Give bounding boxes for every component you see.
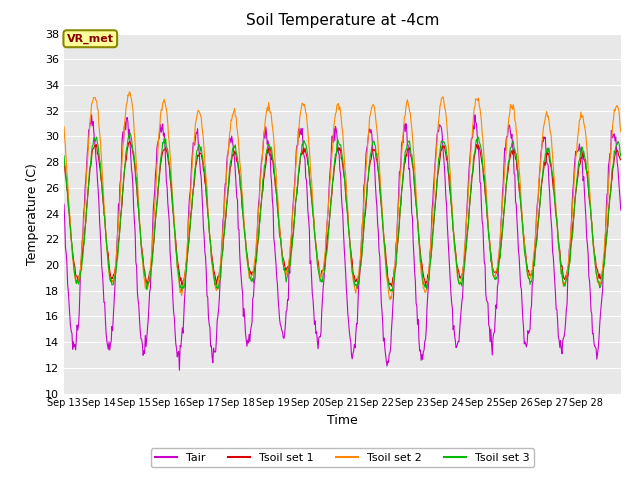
Tsoil set 2 <box>617 129 625 135</box>
Tair <box>126 139 134 145</box>
Tair <box>175 367 183 373</box>
Tsoil set 1 <box>228 152 236 157</box>
Tsoil set 1 <box>277 240 285 246</box>
Tair <box>60 201 68 207</box>
Tsoil set 1 <box>126 139 134 145</box>
Tsoil set 2 <box>277 238 285 244</box>
Tsoil set 1 <box>617 157 625 163</box>
Legend: Tair, Tsoil set 1, Tsoil set 2, Tsoil set 3: Tair, Tsoil set 1, Tsoil set 2, Tsoil se… <box>150 448 534 467</box>
Tsoil set 3 <box>125 134 133 140</box>
Tsoil set 2 <box>433 147 440 153</box>
Tsoil set 3 <box>433 186 440 192</box>
Tsoil set 2 <box>228 112 236 118</box>
Tsoil set 1 <box>433 190 440 196</box>
X-axis label: Time: Time <box>327 414 358 427</box>
Tsoil set 1 <box>401 160 409 166</box>
Tsoil set 1 <box>388 283 396 289</box>
Tair <box>617 207 625 213</box>
Tsoil set 2 <box>386 297 394 302</box>
Tsoil set 2 <box>126 90 134 96</box>
Tsoil set 2 <box>125 89 133 95</box>
Title: Soil Temperature at -4cm: Soil Temperature at -4cm <box>246 13 439 28</box>
Tsoil set 3 <box>126 130 134 136</box>
Tair <box>257 168 264 173</box>
Tsoil set 3 <box>387 288 394 294</box>
Tsoil set 3 <box>617 154 625 159</box>
Line: Tair: Tair <box>64 115 621 370</box>
Line: Tsoil set 2: Tsoil set 2 <box>64 92 621 300</box>
Tsoil set 1 <box>256 212 264 218</box>
Tsoil set 3 <box>228 147 236 153</box>
Tsoil set 3 <box>277 242 285 248</box>
Tsoil set 1 <box>60 160 68 166</box>
Text: VR_met: VR_met <box>67 34 114 44</box>
Tair <box>229 143 237 149</box>
Tsoil set 2 <box>60 123 68 129</box>
Line: Tsoil set 1: Tsoil set 1 <box>64 142 621 286</box>
Y-axis label: Temperature (C): Temperature (C) <box>26 163 39 264</box>
Tair <box>88 112 95 118</box>
Tsoil set 3 <box>60 153 68 158</box>
Line: Tsoil set 3: Tsoil set 3 <box>64 133 621 291</box>
Tsoil set 1 <box>125 139 133 144</box>
Tsoil set 2 <box>256 183 264 189</box>
Tsoil set 3 <box>256 218 264 224</box>
Tair <box>278 327 285 333</box>
Tair <box>433 141 440 147</box>
Tair <box>401 129 409 134</box>
Tsoil set 3 <box>401 150 409 156</box>
Tsoil set 2 <box>401 113 409 119</box>
